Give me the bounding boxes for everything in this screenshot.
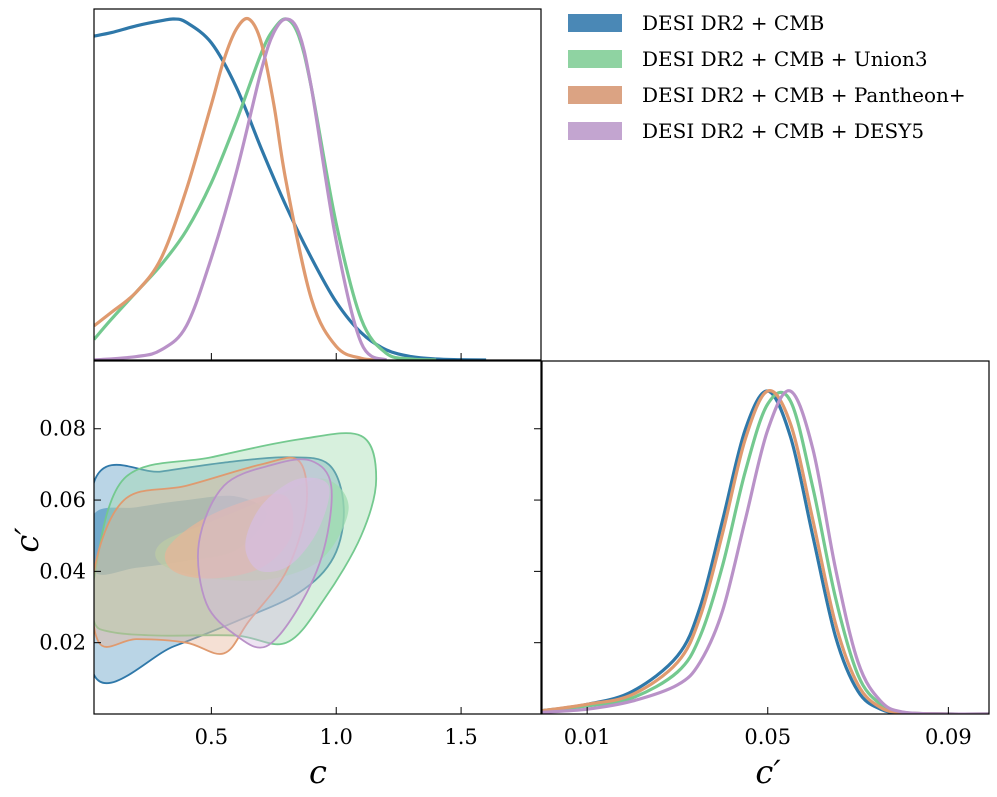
panel-cprime-frame [541,360,990,715]
legend-label: DESI DR2 + CMB + Union3 [642,47,928,71]
c-marginal-line-series-1 [94,17,437,360]
y-tick-label-cprime: 0.02 [39,631,86,655]
x-axis-label-cprime: c′ [755,753,781,791]
c-marginal-line-series-3 [94,17,388,360]
panel-c-frame [93,8,542,361]
x-tick-label-c: 1.5 [444,725,477,749]
x-tick-label-c: 1.0 [320,725,353,749]
y-axis-label-cprime: c′ [8,527,46,553]
y-tick-label-cprime: 0.08 [39,417,86,441]
cprime-marginal-line-series-2 [542,389,989,714]
legend-entry: DESI DR2 + CMB + Union3 [568,47,928,71]
panel-c-marginal [93,8,542,361]
contour-group [94,432,378,684]
x-tick-label-c: 0.5 [195,725,228,749]
cprime-marginal-curves [542,389,989,714]
contour-inner-series-3 [245,477,330,573]
legend-swatch [568,50,622,68]
legend: DESI DR2 + CMB DESI DR2 + CMB + Union3 D… [568,11,966,143]
tick-layer: 0.5 1.0 1.5 0.02 0.04 0.06 0.08 0.01 0.05 0.09 [39,353,972,749]
x-tick-label-cprime: 0.09 [925,725,972,749]
legend-label: DESI DR2 + CMB + Pantheon+ [642,83,966,107]
c-marginal-line-series-2 [94,16,387,360]
legend-label: DESI DR2 + CMB + DESY5 [642,119,924,143]
legend-entry: DESI DR2 + CMB [568,11,824,35]
cprime-marginal-line-series-3 [542,389,989,714]
panel-2d-frame [93,360,542,715]
legend-label: DESI DR2 + CMB [642,11,824,35]
x-axis-label-c: c [309,753,327,791]
legend-swatch [568,86,622,104]
c-marginal-curves [94,16,487,360]
legend-swatch [568,122,622,140]
y-tick-label-cprime: 0.06 [39,488,86,512]
panel-c-vs-cprime [93,360,542,715]
panel-cprime-marginal [541,360,990,715]
legend-entry: DESI DR2 + CMB + Pantheon+ [568,83,966,107]
legend-entry: DESI DR2 + CMB + DESY5 [568,119,924,143]
c-marginal-line-series-0 [94,17,487,360]
x-tick-label-cprime: 0.05 [744,725,791,749]
y-tick-label-cprime: 0.04 [39,559,86,583]
legend-swatch [568,14,622,32]
x-tick-label-cprime: 0.01 [564,725,611,749]
